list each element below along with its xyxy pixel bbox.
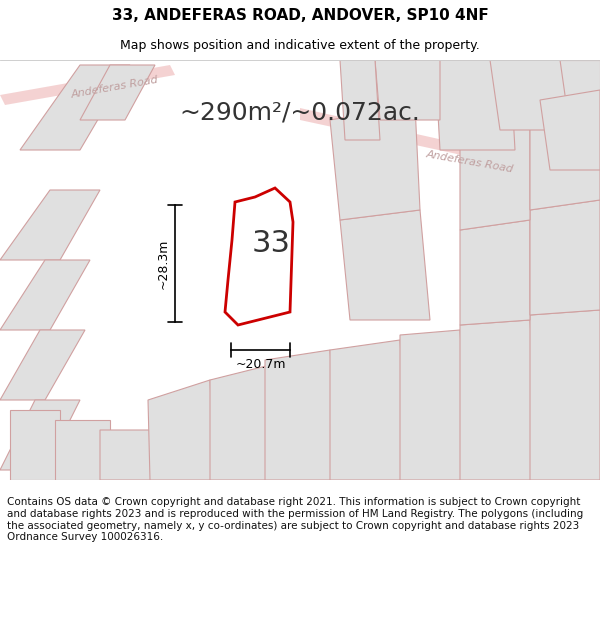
Text: Andeferas Road: Andeferas Road	[425, 149, 515, 174]
Polygon shape	[530, 310, 600, 480]
Polygon shape	[265, 350, 340, 480]
Polygon shape	[0, 65, 175, 105]
Polygon shape	[340, 60, 380, 140]
Polygon shape	[0, 260, 90, 330]
Polygon shape	[100, 430, 160, 480]
Polygon shape	[330, 340, 410, 480]
Polygon shape	[0, 400, 80, 470]
Text: ~28.3m: ~28.3m	[157, 238, 170, 289]
Polygon shape	[540, 90, 600, 170]
Polygon shape	[400, 330, 470, 480]
Polygon shape	[225, 188, 293, 325]
Polygon shape	[300, 108, 600, 185]
Text: Map shows position and indicative extent of the property.: Map shows position and indicative extent…	[120, 39, 480, 51]
Polygon shape	[375, 60, 440, 120]
Polygon shape	[20, 65, 130, 150]
Polygon shape	[530, 60, 600, 115]
Text: Contains OS data © Crown copyright and database right 2021. This information is : Contains OS data © Crown copyright and d…	[7, 498, 583, 542]
Text: 33: 33	[251, 229, 290, 258]
Polygon shape	[340, 210, 430, 320]
Polygon shape	[460, 220, 530, 325]
Polygon shape	[460, 125, 530, 230]
Polygon shape	[55, 420, 110, 480]
Polygon shape	[10, 410, 60, 480]
Polygon shape	[80, 65, 155, 120]
Polygon shape	[210, 365, 275, 480]
Text: 33, ANDEFERAS ROAD, ANDOVER, SP10 4NF: 33, ANDEFERAS ROAD, ANDOVER, SP10 4NF	[112, 8, 488, 22]
Polygon shape	[0, 330, 85, 400]
Text: ~290m²/~0.072ac.: ~290m²/~0.072ac.	[179, 100, 421, 124]
Polygon shape	[490, 60, 570, 130]
Polygon shape	[0, 190, 100, 260]
Polygon shape	[530, 105, 600, 210]
Polygon shape	[330, 105, 420, 220]
Polygon shape	[148, 380, 215, 480]
Text: ~20.7m: ~20.7m	[235, 359, 286, 371]
Text: Andeferas Road: Andeferas Road	[70, 74, 160, 99]
Polygon shape	[460, 60, 530, 140]
Polygon shape	[435, 60, 515, 150]
Polygon shape	[460, 320, 540, 480]
Polygon shape	[530, 200, 600, 315]
